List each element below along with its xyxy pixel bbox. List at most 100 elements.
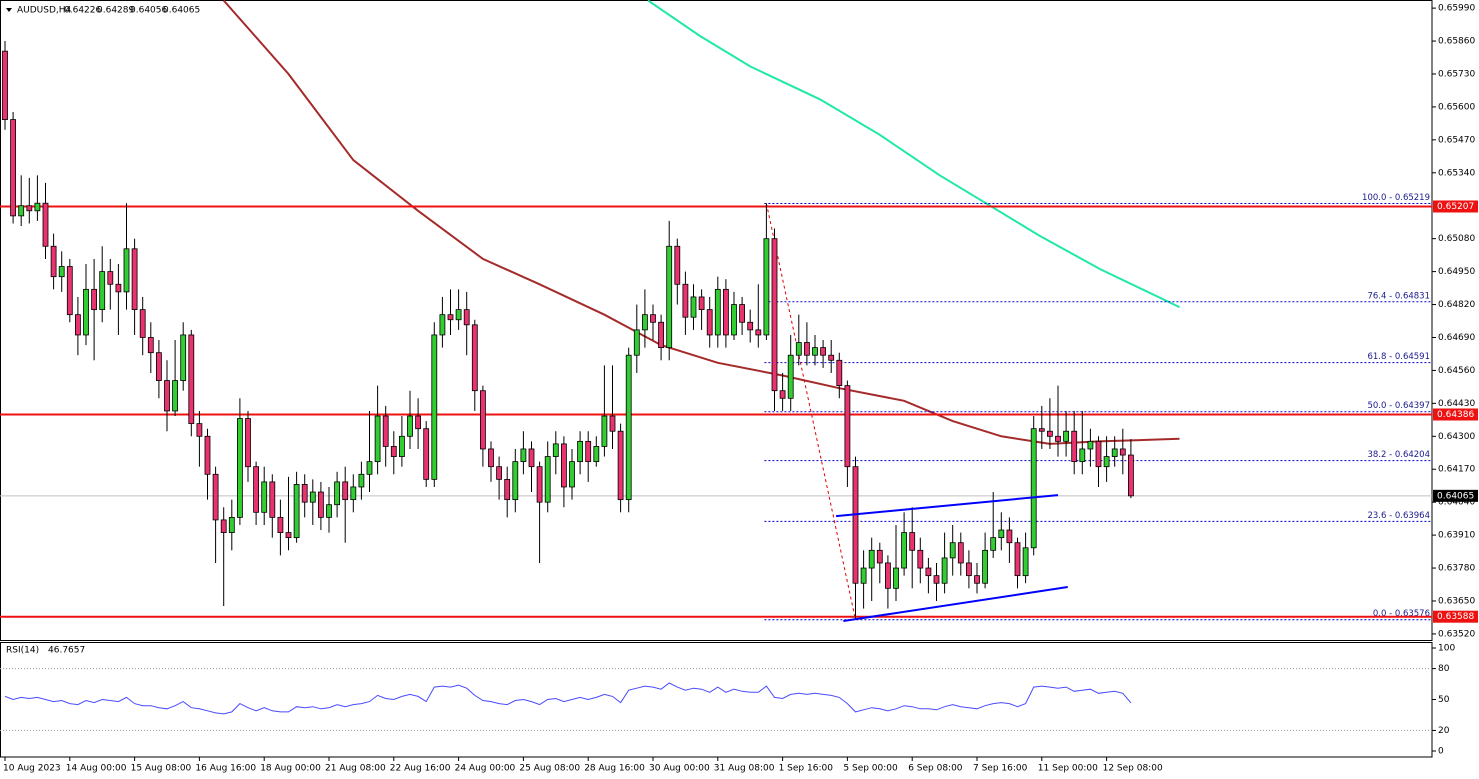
candle-body bbox=[552, 443, 559, 457]
candle-body bbox=[139, 309, 146, 338]
y-tick-label: 0.63520 bbox=[1438, 629, 1475, 639]
candle-body bbox=[901, 532, 907, 569]
candle-body bbox=[820, 347, 826, 356]
x-tick-label: 16 Aug 16:00 bbox=[195, 764, 256, 774]
candle-body bbox=[528, 448, 535, 468]
main-frame bbox=[0, 0, 1433, 641]
level-box bbox=[1433, 200, 1478, 213]
candle-body bbox=[674, 245, 681, 285]
candle-body bbox=[204, 435, 211, 475]
candle-body bbox=[812, 347, 818, 356]
candle-body bbox=[990, 537, 997, 551]
candle-body bbox=[253, 466, 260, 513]
candle-body bbox=[285, 532, 292, 539]
candle-body bbox=[585, 440, 592, 463]
rsi-tick-label: 0 bbox=[1438, 747, 1444, 757]
fib-label: 50.0 - 0.64397 bbox=[1367, 401, 1430, 411]
y-tick-label: 0.64950 bbox=[1438, 267, 1475, 277]
x-tick-label: 5 Sep 00:00 bbox=[843, 764, 898, 774]
trendline bbox=[843, 586, 1068, 622]
symbol: AUDUSD,H4 bbox=[17, 6, 72, 16]
y-tick-label: 0.64300 bbox=[1438, 432, 1475, 442]
candle-body bbox=[220, 519, 227, 533]
candle-body bbox=[228, 516, 235, 533]
candle-body bbox=[1047, 430, 1053, 437]
y-tick-label: 0.64690 bbox=[1438, 333, 1475, 343]
header-open: 0.64226 bbox=[64, 6, 101, 16]
candle-body bbox=[642, 314, 648, 331]
candle-body bbox=[1087, 440, 1094, 450]
candle-body bbox=[382, 415, 389, 447]
candle-body bbox=[1095, 440, 1102, 468]
candle-body bbox=[34, 202, 41, 212]
candle-body bbox=[844, 385, 851, 468]
candle-body bbox=[358, 473, 365, 488]
candle-body bbox=[852, 466, 859, 584]
candle-body bbox=[739, 304, 745, 323]
candle-body bbox=[609, 415, 616, 432]
candle-body bbox=[966, 562, 972, 577]
candle-body bbox=[131, 248, 138, 311]
candle-body bbox=[415, 415, 422, 430]
candle-body bbox=[18, 205, 25, 217]
fib-label: 100.0 - 0.65219 bbox=[1362, 193, 1430, 203]
y-tick-label: 0.64040 bbox=[1438, 498, 1475, 508]
candle-body bbox=[714, 288, 721, 336]
x-tick-label: 24 Aug 00:00 bbox=[455, 764, 516, 774]
candle-body bbox=[164, 380, 170, 412]
header-close: 0.64065 bbox=[163, 6, 200, 16]
x-tick-label: 30 Aug 00:00 bbox=[649, 764, 710, 774]
candle-body bbox=[917, 549, 924, 569]
x-tick-label: 15 Aug 08:00 bbox=[131, 764, 192, 774]
candle-body bbox=[350, 486, 357, 501]
candle-body bbox=[520, 448, 527, 463]
level-label: 0.64386 bbox=[1437, 410, 1474, 420]
candle-body bbox=[188, 334, 195, 425]
current-price-box bbox=[1433, 489, 1478, 502]
level-label: 0.63588 bbox=[1437, 612, 1474, 622]
moving-average bbox=[647, 0, 1180, 309]
x-tick-label: 11 Sep 00:00 bbox=[1038, 764, 1098, 774]
candle-body bbox=[366, 461, 373, 475]
candle-body bbox=[633, 329, 640, 356]
candle-body bbox=[91, 288, 97, 311]
rsi-tick-label: 80 bbox=[1438, 664, 1450, 674]
candle-body bbox=[512, 461, 519, 501]
rsi-line bbox=[4, 682, 1132, 715]
candle-body bbox=[50, 245, 57, 278]
rsi-tick-label: 50 bbox=[1438, 695, 1450, 705]
candle-body bbox=[83, 288, 89, 336]
candle-body bbox=[706, 309, 713, 336]
x-tick-label: 14 Aug 00:00 bbox=[66, 764, 127, 774]
candle-body bbox=[1055, 435, 1061, 442]
candle-body bbox=[58, 266, 65, 278]
x-tick-label: 21 Aug 08:00 bbox=[325, 764, 386, 774]
current-price-label: 0.64065 bbox=[1437, 491, 1474, 501]
fib-label: 61.8 - 0.64591 bbox=[1367, 352, 1430, 362]
candle-body bbox=[747, 321, 754, 331]
candle-body bbox=[957, 542, 964, 564]
candle-body bbox=[925, 567, 932, 577]
menu-triangle bbox=[6, 8, 12, 12]
y-tick-label: 0.65600 bbox=[1438, 102, 1475, 112]
candle-body bbox=[625, 354, 632, 501]
candle-body bbox=[1014, 542, 1021, 577]
fib-diagonal bbox=[765, 203, 856, 620]
candle-body bbox=[26, 205, 33, 212]
level-box bbox=[1433, 610, 1478, 623]
rsi-tick-label: 100 bbox=[1438, 644, 1455, 654]
candle-body bbox=[860, 567, 867, 584]
candle-body bbox=[1111, 448, 1118, 457]
candle-body bbox=[334, 481, 341, 506]
candle-body bbox=[115, 283, 122, 293]
candle-body bbox=[682, 283, 689, 318]
rsi-title: RSI(14) bbox=[6, 646, 39, 656]
candle-body bbox=[836, 359, 843, 387]
candle-body bbox=[601, 415, 608, 447]
candle-body bbox=[658, 321, 664, 349]
candle-body bbox=[909, 532, 916, 551]
candle-body bbox=[731, 304, 737, 336]
candle-body bbox=[617, 430, 624, 501]
candle-body bbox=[99, 271, 106, 311]
